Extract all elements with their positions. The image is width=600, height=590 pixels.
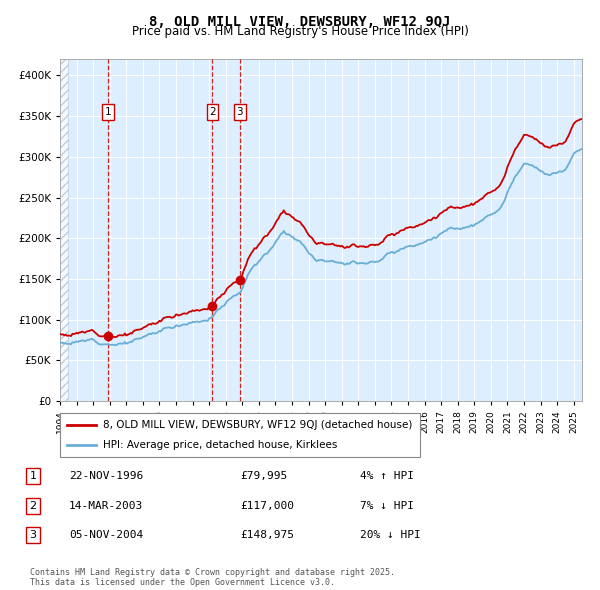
- Text: 1: 1: [29, 471, 37, 481]
- Text: 14-MAR-2003: 14-MAR-2003: [69, 501, 143, 510]
- FancyBboxPatch shape: [60, 413, 420, 457]
- Text: 1: 1: [105, 107, 112, 117]
- Text: 7% ↓ HPI: 7% ↓ HPI: [360, 501, 414, 510]
- Text: Price paid vs. HM Land Registry's House Price Index (HPI): Price paid vs. HM Land Registry's House …: [131, 25, 469, 38]
- Bar: [60, 59, 68, 401]
- Text: Contains HM Land Registry data © Crown copyright and database right 2025.
This d: Contains HM Land Registry data © Crown c…: [30, 568, 395, 587]
- Text: 2: 2: [29, 501, 37, 510]
- Text: £117,000: £117,000: [240, 501, 294, 510]
- Text: HPI: Average price, detached house, Kirklees: HPI: Average price, detached house, Kirk…: [103, 440, 338, 450]
- Text: £148,975: £148,975: [240, 530, 294, 540]
- Text: 3: 3: [29, 530, 37, 540]
- Text: 05-NOV-2004: 05-NOV-2004: [69, 530, 143, 540]
- Text: £79,995: £79,995: [240, 471, 287, 481]
- Text: 4% ↑ HPI: 4% ↑ HPI: [360, 471, 414, 481]
- Text: 8, OLD MILL VIEW, DEWSBURY, WF12 9QJ (detached house): 8, OLD MILL VIEW, DEWSBURY, WF12 9QJ (de…: [103, 421, 413, 430]
- Text: 2: 2: [209, 107, 216, 117]
- Text: 22-NOV-1996: 22-NOV-1996: [69, 471, 143, 481]
- Text: 8, OLD MILL VIEW, DEWSBURY, WF12 9QJ: 8, OLD MILL VIEW, DEWSBURY, WF12 9QJ: [149, 15, 451, 29]
- Text: 20% ↓ HPI: 20% ↓ HPI: [360, 530, 421, 540]
- Text: 3: 3: [236, 107, 243, 117]
